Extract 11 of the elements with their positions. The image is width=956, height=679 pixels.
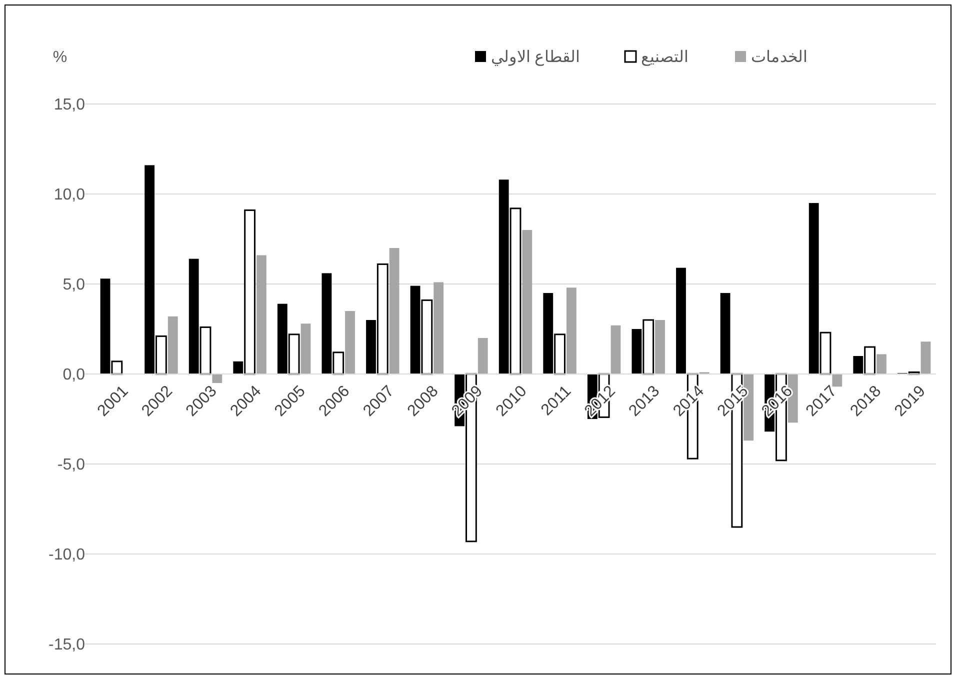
y-tick-label: -15,0 — [48, 636, 86, 654]
legend-label: الخدمات — [751, 49, 807, 66]
y-tick-label: -10,0 — [48, 546, 86, 564]
y-tick-label: 15,0 — [54, 96, 86, 114]
y-tick-label: -5,0 — [57, 456, 86, 474]
y-tick-label: 0,0 — [62, 366, 86, 384]
legend-label: القطاع الاولي — [491, 49, 580, 66]
y-tick-label: 10,0 — [54, 186, 86, 204]
y-tick-label: 5,0 — [62, 276, 86, 294]
legend-label: التصنيع — [641, 49, 688, 66]
y-axis-title: % — [52, 49, 68, 66]
